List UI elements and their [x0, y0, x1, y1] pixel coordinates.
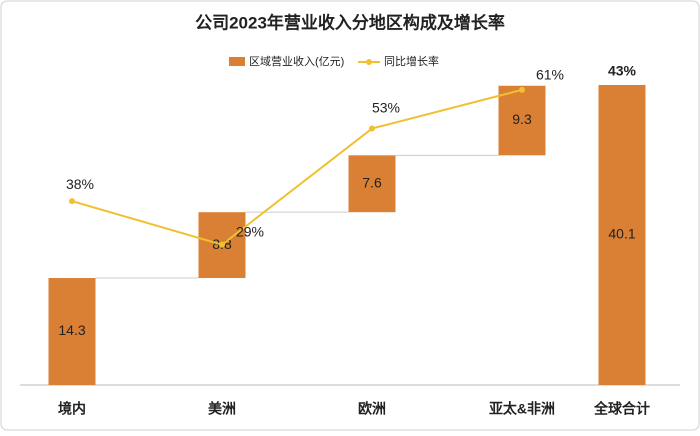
bar-label: 7.6 [362, 174, 382, 190]
bar [48, 278, 96, 385]
legend-label: 同比增长率 [384, 54, 439, 68]
legend-dot [366, 59, 372, 65]
x-tick-label: 亚太&非洲 [489, 401, 555, 417]
bar [348, 155, 396, 213]
growth-label: 29% [236, 223, 264, 239]
x-tick-label: 欧洲 [358, 401, 386, 417]
bar-label: 9.3 [512, 111, 532, 127]
legend-swatch [229, 57, 245, 66]
growth-line [71, 88, 523, 246]
growth-label: 61% [536, 67, 564, 83]
bar-label: 14.3 [58, 322, 85, 338]
bar [498, 85, 546, 156]
total-growth-label: 43% [608, 63, 637, 79]
x-tick-label: 全球合计 [593, 401, 650, 417]
growth-label: 53% [372, 99, 400, 115]
legend-label: 区域营业收入(亿元) [249, 54, 344, 68]
growth-point [519, 86, 525, 93]
bar-label: 40.1 [608, 226, 635, 242]
growth-label: 38% [66, 176, 94, 192]
chart-title: 公司2023年营业收入分地区构成及增长率 [195, 12, 505, 32]
x-tick-label: 境内 [58, 401, 86, 417]
bar [598, 85, 646, 385]
growth-point [69, 198, 75, 205]
x-tick-label: 美洲 [208, 401, 236, 417]
growth-point [369, 125, 375, 132]
growth-point [219, 241, 225, 248]
